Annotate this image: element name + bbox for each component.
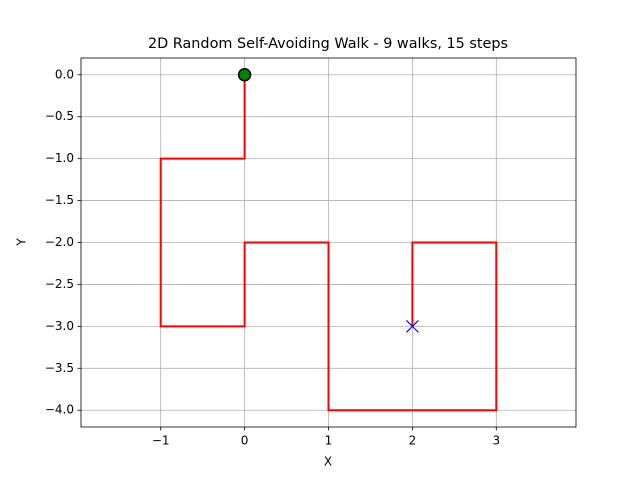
y-tick-label: −2.5 [45,277,74,291]
y-tick-label: −1.5 [45,193,74,207]
y-tick-label: −4.0 [45,403,74,417]
x-tick-label: 2 [409,434,417,448]
x-tick-label: −1 [152,434,170,448]
y-tick-label: 0.0 [55,67,74,81]
y-tick-label: −3.0 [45,319,74,333]
x-tick-label: 0 [241,434,249,448]
walk-line [159,74,498,412]
x-tick-label: 3 [492,434,500,448]
y-axis-label: Y [15,238,29,247]
y-tick-label: −3.5 [45,361,74,375]
y-tick-label: −0.5 [45,109,74,123]
plot-frame [80,57,577,428]
start-marker [237,68,252,82]
end-marker [405,319,419,333]
x-tick-label: 1 [325,434,333,448]
y-tick-label: −1.0 [45,151,74,165]
chart-title: 2D Random Self-Avoiding Walk - 9 walks, … [148,36,508,52]
y-tick-label: −2.0 [45,235,74,249]
x-axis-label: X [324,455,332,469]
